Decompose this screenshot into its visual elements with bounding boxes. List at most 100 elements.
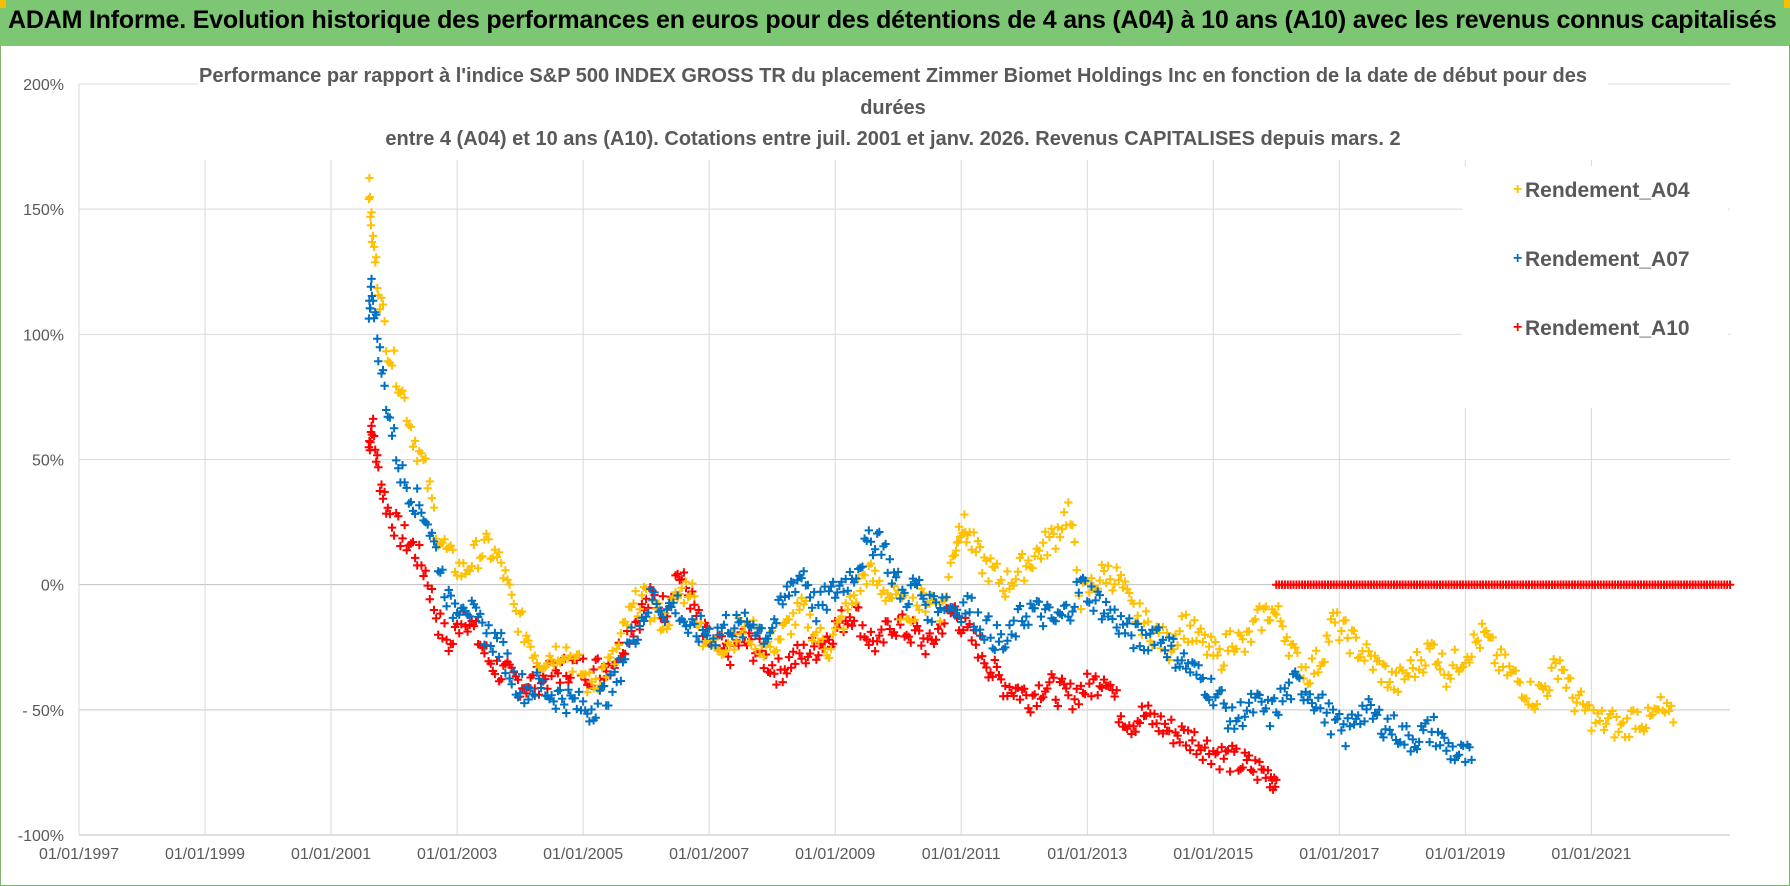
rendement-a07-point — [1009, 616, 1018, 625]
rendement-a04-point — [1450, 645, 1459, 654]
rendement-a07-point — [1129, 643, 1138, 653]
rendement-a07-point — [728, 632, 737, 641]
rendement-a07-point — [610, 667, 619, 677]
rendement-a10-point — [438, 634, 447, 643]
rendement-a10-point — [749, 656, 758, 665]
rendement-a04-point — [1293, 648, 1302, 657]
rendement-a04-point — [915, 605, 924, 614]
rendement-a07-point — [1333, 714, 1342, 724]
rendement-a07-point — [372, 310, 381, 319]
rendement-a07-point — [1007, 630, 1016, 639]
rendement-a04-point — [518, 607, 527, 616]
rendement-a10-point — [367, 421, 376, 431]
rendement-a04-point — [372, 253, 381, 262]
rendement-a04-point — [843, 605, 852, 614]
x-tick-label: 01/01/2019 — [1425, 846, 1505, 863]
rendement-a07-point — [465, 612, 474, 621]
rendement-a10-point — [368, 414, 378, 424]
rendement-a07-point — [373, 334, 382, 343]
rendement-a10-point — [875, 631, 884, 640]
rendement-a10-point — [1223, 746, 1233, 755]
rendement-a07-point — [366, 304, 375, 313]
rendement-a04-point — [408, 442, 418, 451]
rendement-a04-point — [1036, 554, 1046, 563]
rendement-a07-point — [866, 537, 876, 546]
y-tick-label: 150% — [23, 202, 64, 219]
rendement-a07-point — [1169, 634, 1178, 644]
rendement-a07-point — [711, 641, 720, 650]
rendement-a07-point — [1068, 607, 1077, 616]
rendement-a07-point — [484, 621, 493, 630]
rendement-a07-point — [1467, 755, 1476, 765]
rendement-a10-point — [1093, 691, 1102, 700]
rendement-a04-point — [665, 621, 674, 630]
rendement-a07-point — [1095, 590, 1104, 600]
rendement-a07-point — [858, 562, 867, 571]
rendement-a10-point — [421, 566, 430, 575]
x-tick-label: 01/01/2005 — [543, 846, 623, 863]
rendement-a10-point — [982, 663, 991, 672]
title-background — [198, 56, 1608, 160]
rendement-a10-point — [1026, 708, 1035, 717]
rendement-a04-point — [839, 624, 848, 634]
rendement-a04-point — [1555, 656, 1565, 665]
rendement-a10-point — [1238, 763, 1247, 772]
rendement-a04-point — [1118, 583, 1128, 592]
rendement-a07-point — [1364, 695, 1373, 704]
rendement-a10-point — [917, 641, 926, 650]
rendement-a10-point — [497, 675, 506, 684]
rendement-a04-point — [368, 231, 378, 241]
rendement-a04-point — [1322, 631, 1331, 640]
rendement-a10-point — [377, 480, 386, 489]
rendement-a10-point — [455, 629, 464, 638]
rendement-a04-point — [1522, 694, 1531, 703]
rendement-a04-point — [828, 630, 838, 639]
rendement-a07-point — [1186, 668, 1195, 677]
rendement-a07-point — [1360, 717, 1369, 726]
rendement-a07-point — [497, 628, 506, 638]
legend-label-a10: Rendement_A10 — [1525, 317, 1690, 340]
rendement-a10-point — [547, 671, 556, 681]
legend-background — [1462, 166, 1728, 408]
rendement-a04-point — [1618, 718, 1628, 727]
rendement-a04-point — [467, 561, 476, 571]
rendement-a04-point — [417, 449, 426, 458]
rendement-a04-point — [459, 559, 468, 568]
rendement-a07-point — [1022, 612, 1031, 621]
rendement-a04-point — [507, 590, 516, 599]
rendement-a10-point — [431, 614, 441, 623]
rendement-a04-point — [606, 653, 615, 662]
rendement-a04-point — [1024, 556, 1033, 565]
rendement-a10-point — [866, 627, 876, 637]
rendement-a10-point — [990, 655, 999, 665]
rendement-a07-point — [1230, 724, 1239, 733]
report-title: ADAM Informe. Evolution historique des p… — [8, 6, 1777, 34]
rendement-a10-point — [1005, 682, 1014, 692]
rendement-a07-point — [1089, 606, 1098, 615]
rendement-a04-point — [1072, 565, 1081, 575]
rendement-a04-point — [398, 386, 407, 395]
rendement-a10-point — [373, 451, 382, 460]
rendement-a07-point — [1341, 741, 1350, 751]
rendement-a04-point — [402, 416, 411, 426]
rendement-a07-point — [564, 685, 573, 694]
rendement-a04-point — [1108, 586, 1117, 595]
rendement-a07-point — [1435, 741, 1445, 750]
rendement-a07-point — [667, 602, 676, 612]
y-tick-label: - 50% — [22, 703, 64, 720]
rendement-a04-point — [1364, 647, 1373, 656]
rendement-a07-point — [816, 587, 825, 596]
rendement-a07-point — [797, 573, 806, 583]
rendement-a10-point — [389, 531, 399, 540]
rendement-a10-point — [912, 621, 922, 631]
rendement-a04-point — [1566, 674, 1575, 683]
rendement-a04-point — [1383, 683, 1392, 692]
rendement-a07-point — [1328, 705, 1338, 714]
rendement-a07-point — [994, 637, 1004, 646]
rendement-a04-point — [1612, 712, 1621, 722]
rendement-a07-point — [1024, 620, 1033, 629]
rendement-a10-point — [870, 647, 880, 656]
rendement-a10-point — [1076, 681, 1086, 691]
rendement-a04-point — [1419, 668, 1428, 677]
rendement-a07-point — [887, 579, 897, 588]
